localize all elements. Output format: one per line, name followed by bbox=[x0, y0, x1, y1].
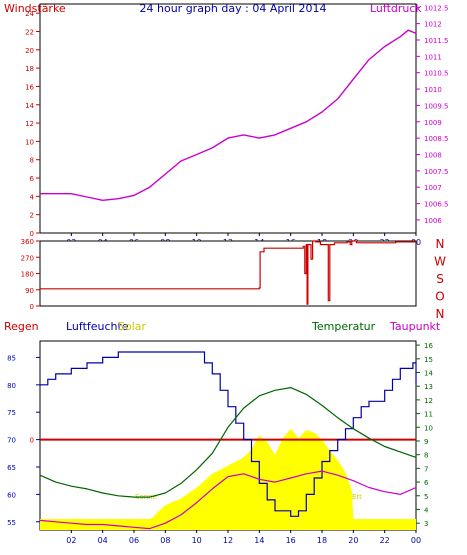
x-tick-label: 22 bbox=[380, 536, 390, 545]
right-tick-label: 1010 bbox=[424, 86, 442, 94]
left-tick-label: 65 bbox=[7, 464, 16, 472]
right-tick-label: 1011 bbox=[424, 53, 442, 61]
left-tick-label: 2 bbox=[30, 212, 34, 220]
left-tick-label: 0 bbox=[30, 230, 34, 238]
right-tick-label: 5 bbox=[424, 493, 428, 501]
right-tick-label: 16 bbox=[424, 342, 433, 350]
left-tick-label: 12 bbox=[25, 120, 34, 128]
overlay-text: Ett bbox=[352, 493, 362, 501]
left-tick-label: 8 bbox=[30, 157, 34, 165]
series-label: Luftfeuchte bbox=[66, 320, 129, 333]
rain-tick-label: 0 bbox=[30, 437, 34, 445]
compass-label: O bbox=[435, 290, 444, 304]
chart-title: 24 hour graph day : 04 April 2014 bbox=[140, 2, 327, 15]
right-tick-label: 1010.5 bbox=[424, 70, 449, 78]
x-tick-label: 14 bbox=[254, 536, 264, 545]
right-tick-label: 14 bbox=[424, 370, 433, 378]
solar-area bbox=[40, 428, 416, 530]
compass-label: N bbox=[436, 307, 445, 321]
left-tick-label: 22 bbox=[25, 28, 34, 36]
right-tick-label: 1006 bbox=[424, 217, 442, 225]
x-tick-label: 00 bbox=[411, 536, 421, 545]
left-tick-label: 20 bbox=[25, 47, 34, 55]
right-tick-label: 1011.5 bbox=[424, 37, 449, 45]
right-tick-label: 11 bbox=[424, 411, 433, 419]
right-tick-label: 15 bbox=[424, 356, 433, 364]
left-tick-label: 60 bbox=[7, 491, 16, 499]
left-tick-label: 6 bbox=[30, 175, 35, 183]
right-tick-label: 1009 bbox=[424, 119, 442, 127]
plot-frame bbox=[39, 3, 417, 234]
right-tick-label: 13 bbox=[424, 383, 433, 391]
x-tick-label: 08 bbox=[160, 536, 170, 545]
right-tick-label: 1006.5 bbox=[424, 201, 449, 209]
right-tick-label: 4 bbox=[424, 506, 429, 514]
x-tick-label: 12 bbox=[223, 536, 233, 545]
right-tick-label: 3 bbox=[424, 520, 428, 528]
right-tick-label: 7 bbox=[424, 465, 428, 473]
left-axis-label: Windstärke bbox=[4, 2, 66, 15]
left-tick-label: 10 bbox=[25, 138, 34, 146]
left-tick-label: 80 bbox=[7, 382, 16, 390]
right-tick-label: 9 bbox=[424, 438, 428, 446]
right-tick-label: 1012 bbox=[424, 21, 442, 29]
left-tick-label: 70 bbox=[7, 437, 16, 445]
left-axis-label: Regen bbox=[4, 320, 39, 333]
left-tick-label: 75 bbox=[7, 409, 16, 417]
compass-label: W bbox=[434, 255, 446, 269]
x-tick-label: 18 bbox=[317, 536, 327, 545]
x-tick-label: 10 bbox=[192, 536, 202, 545]
left-tick-label: 55 bbox=[7, 519, 16, 527]
left-tick-label: 4 bbox=[30, 193, 35, 201]
x-tick-label: 02 bbox=[66, 536, 76, 545]
right-tick-label: 1009.5 bbox=[424, 102, 449, 110]
right-tick-label: 12 bbox=[424, 397, 433, 405]
right-axis-label: Luftdruck bbox=[370, 2, 422, 15]
compass-label: S bbox=[436, 272, 444, 286]
x-tick-label: 04 bbox=[98, 536, 108, 545]
left-tick-label: 24 bbox=[25, 10, 34, 18]
right-tick-label: 8 bbox=[424, 452, 428, 460]
right-tick-label: 1008 bbox=[424, 151, 442, 159]
left-tick-label: 270 bbox=[21, 254, 34, 262]
right-tick-label: 6 bbox=[424, 479, 429, 487]
right-tick-label: 1012.5 bbox=[424, 4, 449, 12]
plot-frame bbox=[39, 240, 417, 307]
left-tick-label: 85 bbox=[7, 354, 16, 362]
x-tick-label: 20 bbox=[348, 536, 358, 545]
left-tick-label: 360 bbox=[21, 238, 34, 246]
left-tick-label: 18 bbox=[25, 65, 34, 73]
compass-label: N bbox=[436, 237, 445, 251]
right-tick-label: 1008.5 bbox=[424, 135, 449, 143]
left-tick-label: 14 bbox=[25, 102, 34, 110]
left-tick-label: 16 bbox=[25, 83, 34, 91]
series-label: Solar bbox=[118, 320, 147, 333]
left-tick-label: 0 bbox=[30, 303, 34, 311]
right-tick-label: 10 bbox=[424, 424, 433, 432]
pressure-line bbox=[40, 29, 417, 202]
x-tick-label: 16 bbox=[286, 536, 296, 545]
series-label: Taupunkt bbox=[389, 320, 441, 333]
wind-direction-line bbox=[40, 240, 417, 305]
right-tick-label: 1007.5 bbox=[424, 168, 449, 176]
temperature-line bbox=[39, 387, 417, 498]
left-tick-label: 180 bbox=[21, 271, 34, 279]
left-tick-label: 90 bbox=[25, 287, 34, 295]
humidity-line bbox=[40, 351, 417, 517]
dewpoint-line bbox=[39, 470, 417, 530]
right-tick-label: 1007 bbox=[424, 184, 442, 192]
x-tick-label: 06 bbox=[129, 536, 139, 545]
wind-pressure-panel: 24 hour graph day : 04 April 2014 Windstä… bbox=[4, 2, 449, 247]
series-label: Temperatur bbox=[311, 320, 376, 333]
